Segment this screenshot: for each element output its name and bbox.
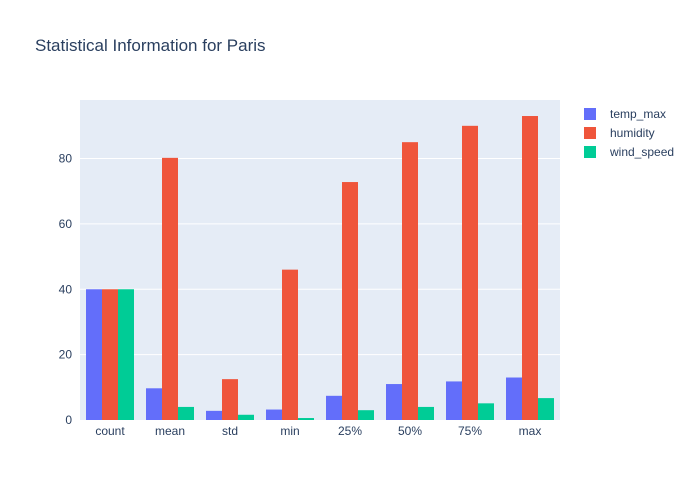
- plot-area: [80, 100, 560, 420]
- bar-wind_speed-min[interactable]: [298, 418, 314, 420]
- legend-label: temp_max: [610, 107, 666, 121]
- y-tick-label: 40: [59, 282, 73, 296]
- bar-wind_speed-75%[interactable]: [478, 403, 494, 420]
- bar-humidity-mean[interactable]: [162, 157, 178, 420]
- x-axis-ticks: count mean std min 25% 50% 75% max: [95, 424, 541, 438]
- legend-item-humidity[interactable]: humidity: [584, 126, 655, 140]
- x-tick-label: min: [280, 424, 299, 438]
- legend-swatch: [584, 146, 596, 158]
- bar-wind_speed-max[interactable]: [538, 398, 554, 420]
- legend-item-wind_speed[interactable]: wind_speed: [584, 145, 674, 159]
- bars: [86, 116, 554, 421]
- bar-temp_max-max[interactable]: [506, 377, 522, 420]
- gridlines: [80, 158, 560, 356]
- bar-wind_speed-25%[interactable]: [358, 410, 374, 420]
- bar-humidity-25%[interactable]: [342, 182, 358, 420]
- bar-humidity-75%[interactable]: [462, 125, 478, 420]
- bar-humidity-max[interactable]: [522, 116, 538, 420]
- legend-label: humidity: [610, 126, 655, 140]
- y-tick-label: 0: [65, 413, 72, 427]
- bar-temp_max-count[interactable]: [86, 289, 102, 420]
- x-tick-label: 25%: [338, 424, 362, 438]
- y-tick-label: 60: [59, 217, 73, 231]
- bar-temp_max-min[interactable]: [266, 409, 282, 420]
- bar-temp_max-25%[interactable]: [326, 395, 342, 420]
- legend-item-temp_max[interactable]: temp_max: [584, 107, 666, 121]
- y-tick-label: 80: [59, 152, 73, 166]
- bar-temp_max-std[interactable]: [206, 410, 222, 420]
- bar-humidity-count[interactable]: [102, 289, 118, 420]
- x-tick-label: 75%: [458, 424, 482, 438]
- y-tick-label: 20: [59, 348, 73, 362]
- bar-humidity-min[interactable]: [282, 269, 298, 420]
- bar-humidity-std[interactable]: [222, 379, 238, 420]
- x-tick-label: max: [519, 424, 542, 438]
- legend-label: wind_speed: [609, 145, 674, 159]
- chart-title: Statistical Information for Paris: [35, 36, 266, 55]
- legend-swatch: [584, 108, 596, 120]
- bar-temp_max-75%[interactable]: [446, 381, 462, 420]
- bar-temp_max-mean[interactable]: [146, 388, 162, 420]
- bar-wind_speed-count[interactable]: [118, 289, 134, 420]
- x-tick-label: count: [95, 424, 125, 438]
- legend[interactable]: temp_max humidity wind_speed: [584, 107, 674, 159]
- bar-wind_speed-50%[interactable]: [418, 406, 434, 420]
- legend-swatch: [584, 127, 596, 139]
- x-tick-label: std: [222, 424, 238, 438]
- x-tick-label: 50%: [398, 424, 422, 438]
- bar-wind_speed-mean[interactable]: [178, 406, 194, 420]
- y-axis-ticks: 0 20 40 60 80: [59, 152, 73, 427]
- x-tick-label: mean: [155, 424, 185, 438]
- bar-wind_speed-std[interactable]: [238, 414, 254, 420]
- bar-humidity-50%[interactable]: [402, 142, 418, 421]
- bar-temp_max-50%[interactable]: [386, 384, 402, 420]
